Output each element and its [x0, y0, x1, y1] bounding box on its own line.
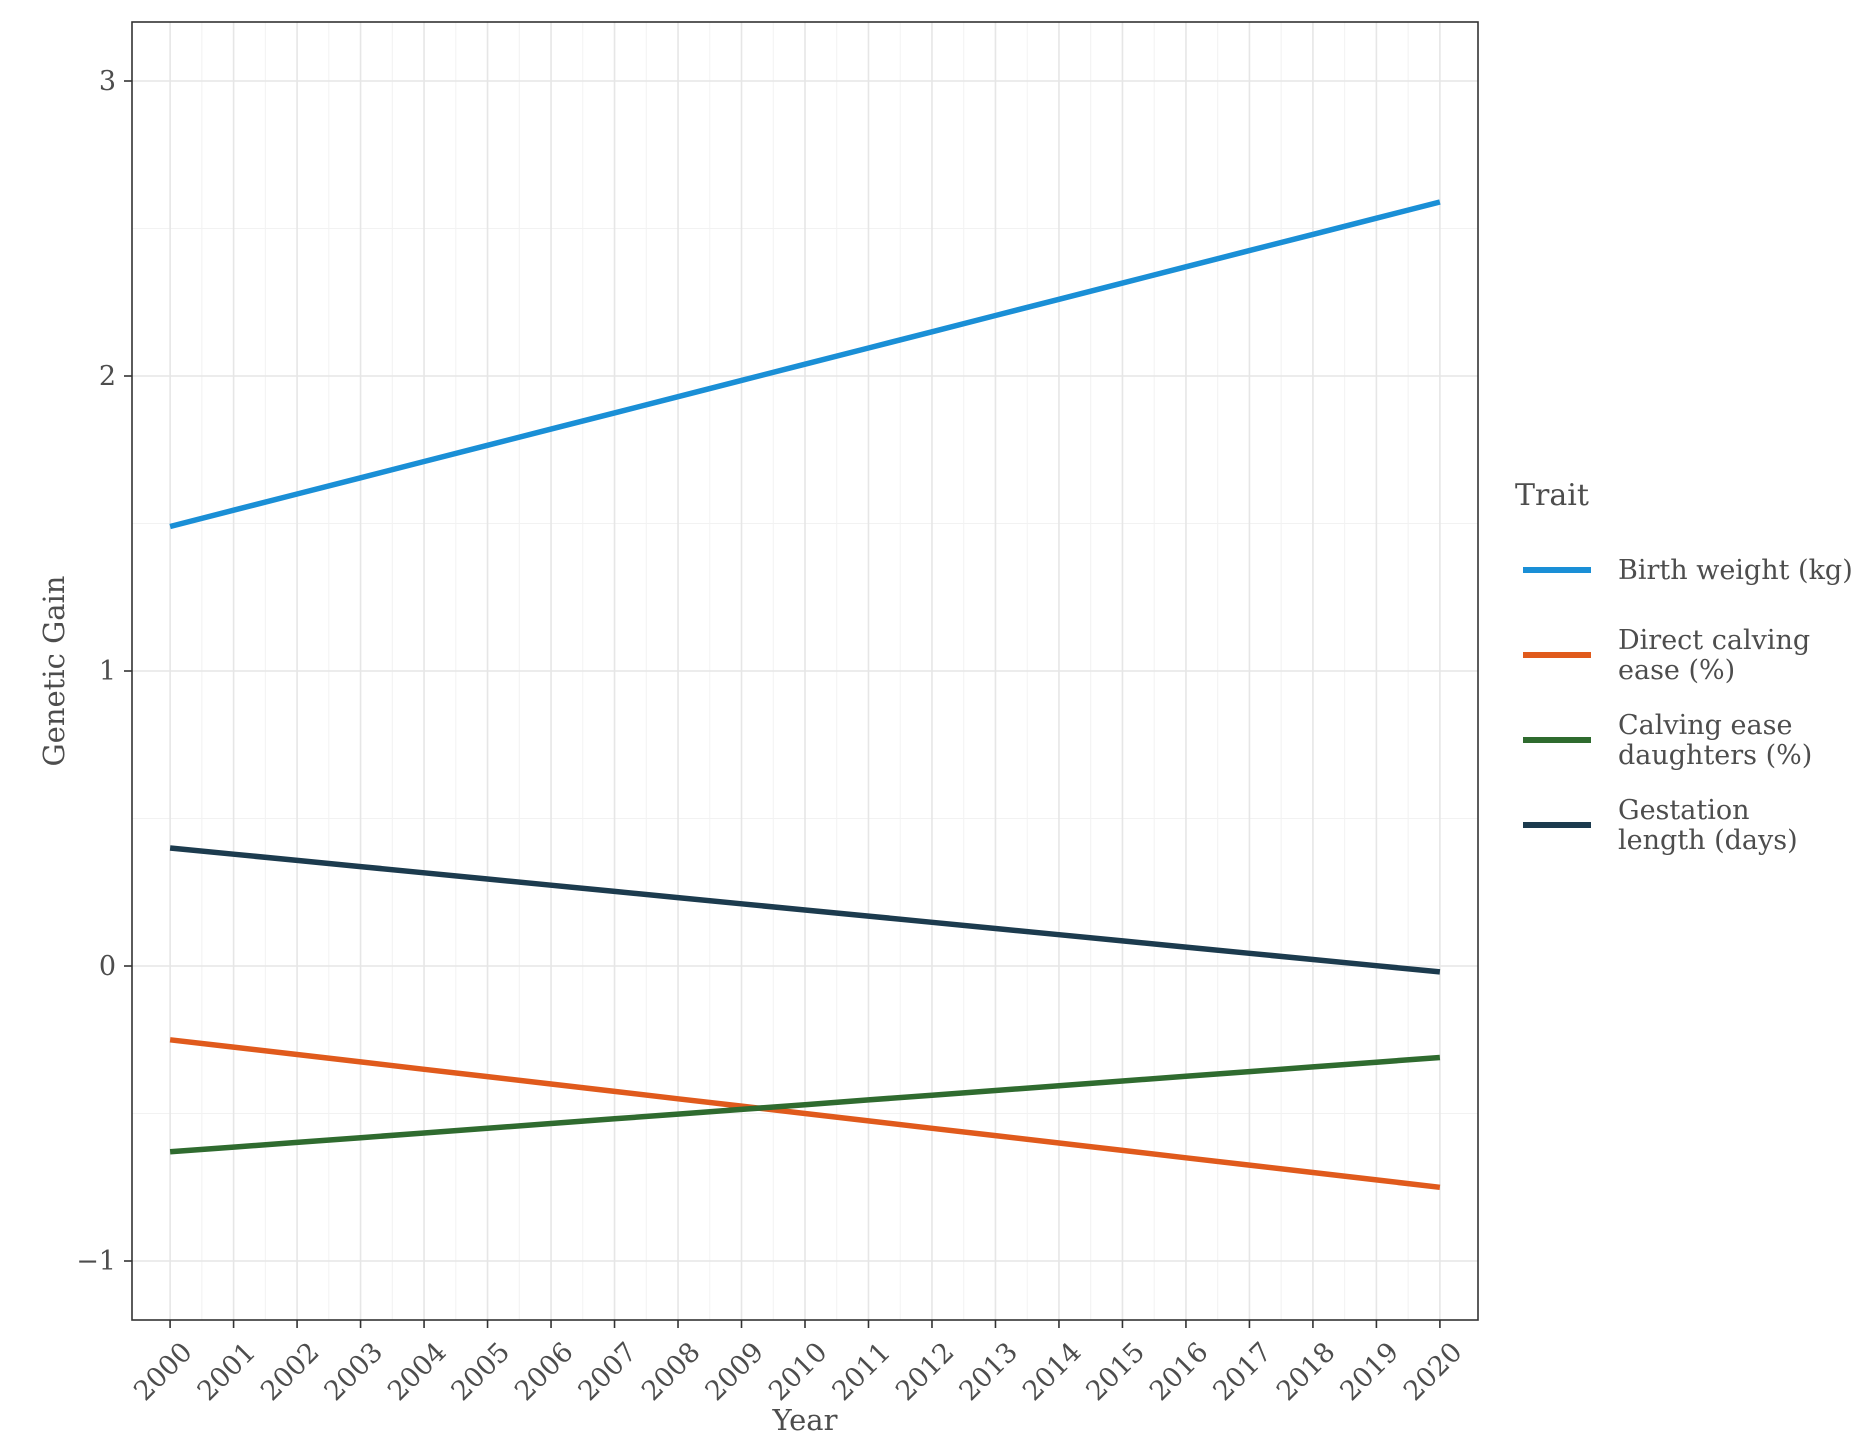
- y-axis: −1 0 1 2 3: [76, 66, 132, 1277]
- legend-label-2: Direct calving ease (%): [1618, 625, 1810, 686]
- legend-label-line: length (days): [1618, 825, 1798, 856]
- series-lines: [169, 199, 1441, 1191]
- series-line-2: [169, 1037, 1441, 1191]
- y-tick-label: −1: [76, 1246, 116, 1277]
- legend-items: Birth weight (kg) Direct calving ease (%) C…: [1523, 555, 1853, 856]
- y-tick-label: 0: [99, 951, 116, 982]
- legend-label-line: Direct calving: [1618, 625, 1810, 656]
- y-tick-label: 3: [99, 66, 116, 97]
- legend-label-line: Calving ease: [1618, 710, 1792, 741]
- series-line-4: [169, 845, 1441, 975]
- y-tick-label: 2: [99, 361, 116, 392]
- legend-label-line: daughters (%): [1618, 740, 1812, 771]
- legend-label-3: Calving ease daughters (%): [1618, 710, 1812, 771]
- legend-label-1: Birth weight (kg): [1618, 555, 1853, 586]
- series-line-1: [169, 199, 1441, 530]
- legend: Trait Birth weight (kg) Direct calving eas…: [1515, 478, 1853, 856]
- series-line-3: [169, 1054, 1441, 1155]
- y-tick-label: 1: [99, 656, 116, 687]
- legend-title: Trait: [1515, 478, 1589, 513]
- legend-label-line: Birth weight (kg): [1618, 555, 1853, 586]
- y-axis-title: Genetic Gain: [37, 576, 71, 767]
- legend-label-line: ease (%): [1618, 655, 1735, 686]
- legend-label-4: Gestation length (days): [1618, 795, 1798, 856]
- legend-label-line: Gestation: [1618, 795, 1749, 826]
- x-axis-title: Year: [772, 1403, 838, 1437]
